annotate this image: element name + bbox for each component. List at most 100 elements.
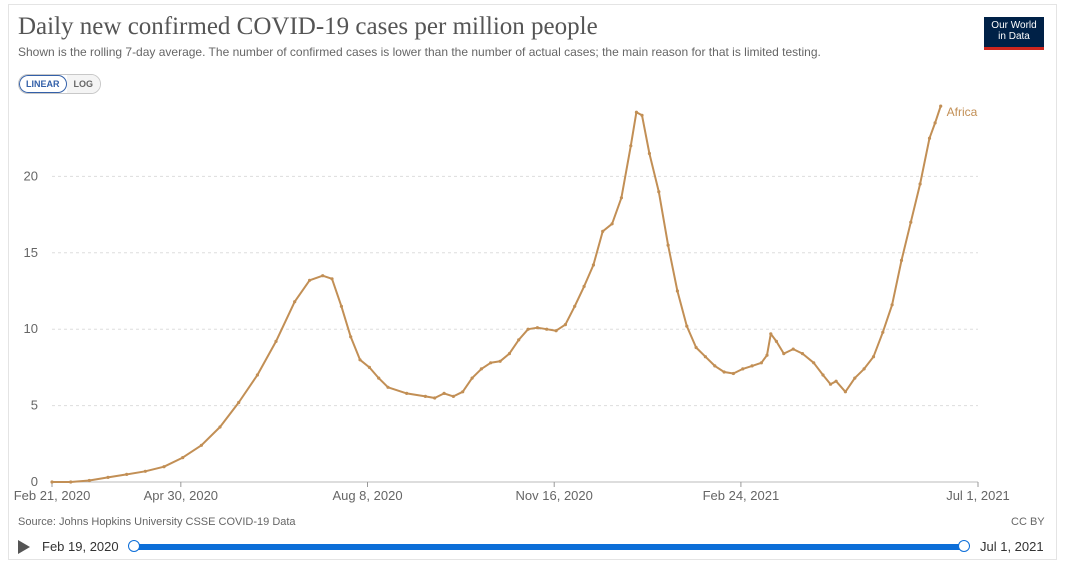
data-point (470, 376, 474, 380)
data-point (800, 352, 805, 356)
chart-frame (8, 4, 1057, 560)
data-point (573, 304, 577, 308)
data-point (582, 284, 586, 288)
data-point (591, 263, 596, 267)
timeline-track[interactable] (134, 544, 964, 550)
data-point (834, 379, 838, 383)
data-point (563, 323, 568, 327)
log-scale-button[interactable]: LOG (66, 75, 100, 93)
data-point (218, 425, 222, 429)
data-point (812, 361, 816, 365)
data-point (769, 332, 773, 336)
data-point (703, 355, 708, 359)
data-point (423, 394, 427, 398)
license-link[interactable]: CC BY (1011, 516, 1045, 528)
chart-subtitle: Shown is the rolling 7-day average. The … (18, 45, 821, 59)
data-point (442, 391, 446, 395)
data-point (526, 327, 530, 331)
x-tick-label-0: Feb 21, 2020 (14, 488, 91, 503)
data-point (853, 376, 857, 380)
data-point (629, 144, 633, 148)
data-point (675, 289, 680, 293)
owid-logo[interactable]: Our World in Data (984, 17, 1044, 50)
timeline-start-label: Feb 19, 2020 (42, 539, 119, 554)
x-tick-label-5: Jul 1, 2021 (946, 488, 1010, 503)
data-point (358, 358, 362, 362)
x-tick-label-3: Nov 16, 2020 (516, 488, 593, 503)
data-point (143, 469, 147, 473)
data-point (647, 151, 652, 156)
data-point (890, 303, 894, 307)
data-point (498, 359, 502, 363)
data-point (199, 443, 203, 447)
data-point (657, 190, 661, 194)
data-point (377, 376, 381, 380)
data-point (461, 390, 465, 394)
data-point (125, 472, 129, 476)
data-point (517, 338, 521, 342)
data-point (909, 220, 913, 224)
y-tick-label-0: 0 (31, 474, 38, 489)
timeline-end-handle[interactable] (958, 540, 970, 552)
data-point (782, 352, 786, 356)
linear-scale-button[interactable]: LINEAR (19, 75, 67, 93)
series-label-africa: Africa (947, 105, 978, 119)
data-point (330, 277, 334, 281)
data-point (791, 347, 795, 351)
y-tick-label-10: 10 (24, 321, 38, 336)
data-point (87, 478, 91, 483)
data-point (843, 390, 848, 394)
data-point (162, 465, 166, 469)
data-point (50, 480, 54, 484)
y-tick-label-5: 5 (31, 398, 38, 413)
play-icon[interactable] (18, 540, 30, 554)
timeline: Feb 19, 2020 Jul 1, 2021 (18, 538, 1048, 556)
logo-line-2: in Data (998, 31, 1030, 42)
data-point (433, 396, 437, 400)
series-line-africa (52, 105, 942, 483)
data-point (489, 361, 493, 365)
data-point (367, 365, 371, 369)
data-point (601, 229, 605, 233)
logo-line-1: Our World (991, 20, 1037, 31)
timeline-start-handle[interactable] (128, 540, 140, 552)
data-point (774, 339, 779, 343)
data-point (927, 136, 932, 140)
data-point (237, 400, 241, 405)
data-point (765, 353, 769, 357)
data-point (321, 274, 325, 278)
data-point (106, 475, 110, 479)
x-tick-label-1: Apr 30, 2020 (144, 488, 218, 503)
data-point (899, 258, 904, 262)
data-point (308, 278, 312, 282)
data-point (255, 373, 259, 377)
data-point (535, 326, 540, 330)
data-point (939, 104, 943, 108)
data-point (634, 110, 639, 114)
data-point (821, 373, 825, 377)
source-note[interactable]: Source: Johns Hopkins University CSSE CO… (18, 516, 296, 528)
timeline-end-label: Jul 1, 2021 (980, 539, 1044, 554)
data-point (181, 456, 185, 460)
data-point (554, 329, 558, 333)
data-point (862, 367, 866, 371)
data-point (640, 113, 644, 117)
data-point (685, 324, 689, 328)
y-tick-label-20: 20 (24, 168, 38, 183)
data-point (741, 367, 745, 371)
y-tick-label-15: 15 (24, 245, 38, 260)
x-tick-label-2: Aug 8, 2020 (332, 488, 402, 503)
data-point (713, 364, 717, 368)
data-point (750, 364, 754, 368)
data-point (405, 391, 409, 395)
data-point (293, 300, 297, 304)
data-point (339, 304, 343, 308)
data-point (731, 371, 736, 376)
data-point (666, 243, 670, 247)
data-point (610, 222, 614, 226)
data-point (828, 382, 833, 386)
chart-title: Daily new confirmed COVID-19 cases per m… (18, 13, 598, 40)
data-point (619, 196, 624, 200)
data-point (349, 335, 353, 339)
